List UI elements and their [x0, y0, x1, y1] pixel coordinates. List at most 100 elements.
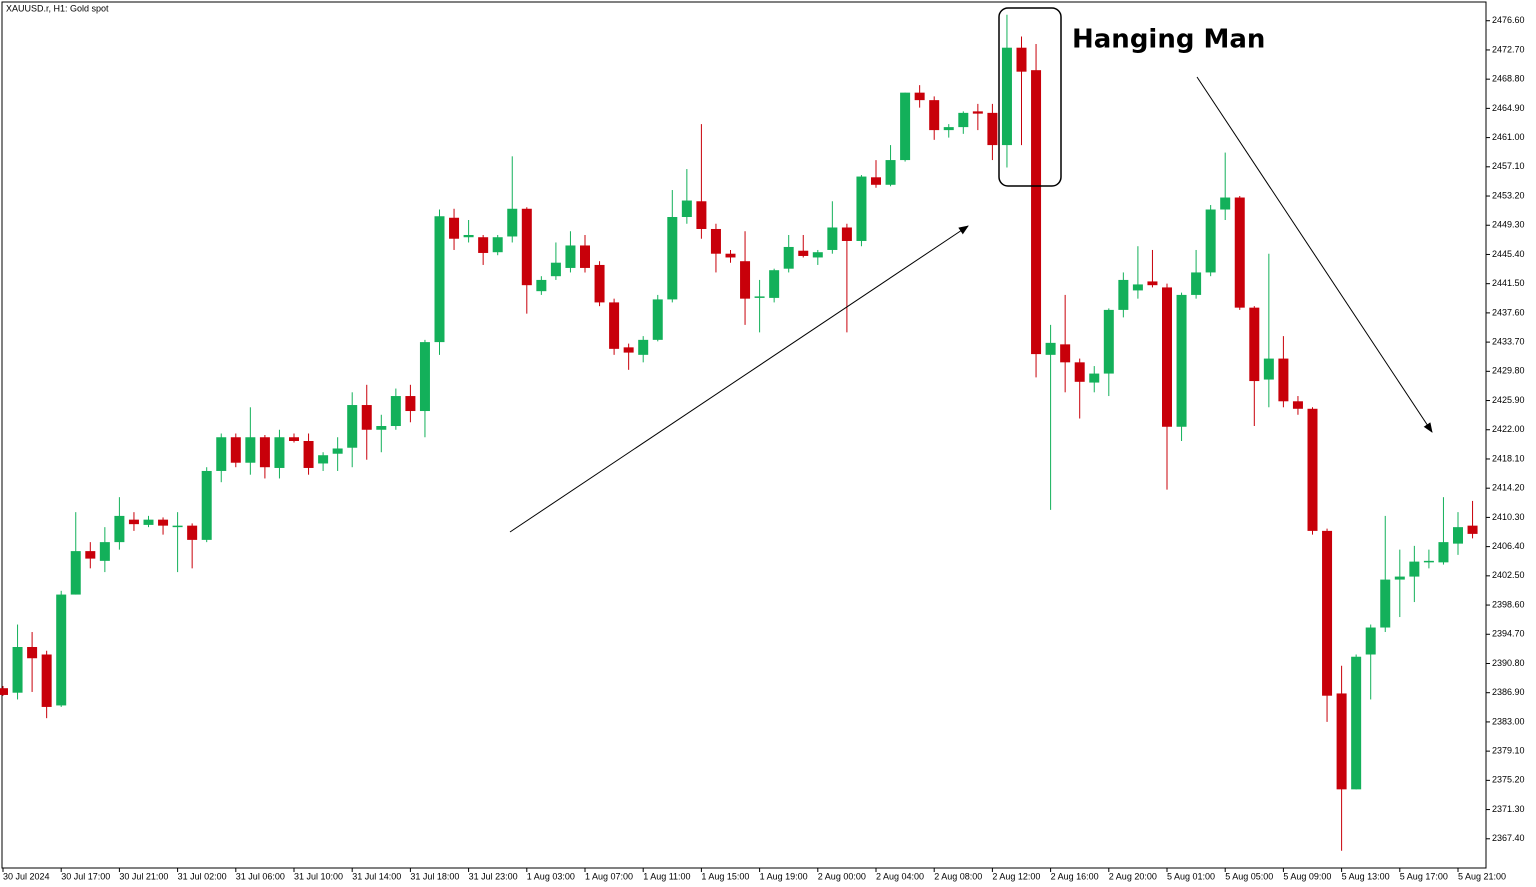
candle-body: [1205, 209, 1216, 273]
candle-body: [1074, 362, 1085, 382]
x-tick-label: 5 Aug 21:00: [1458, 871, 1506, 881]
chart-title: XAUUSD.r, H1: Gold spot: [6, 3, 109, 13]
candle-body: [1016, 47, 1027, 72]
candle-body: [521, 208, 532, 286]
candle-body: [1118, 279, 1129, 310]
x-tick-label: 1 Aug 15:00: [701, 871, 749, 881]
candle-body: [1249, 307, 1260, 382]
x-tick-label: 31 Jul 14:00: [352, 871, 401, 881]
y-tick-label: 2418.10: [1492, 453, 1525, 463]
y-tick-label: 2433.70: [1492, 336, 1525, 346]
candle-body: [1089, 373, 1100, 383]
candle-body: [449, 217, 460, 239]
x-tick-label: 5 Aug 13:00: [1342, 871, 1390, 881]
y-tick-label: 2422.00: [1492, 424, 1525, 434]
candle-body: [1132, 284, 1143, 291]
candle-body: [1278, 358, 1289, 402]
candle-body: [1423, 560, 1434, 563]
candle-body: [1409, 561, 1420, 577]
candle-body: [740, 261, 751, 299]
y-tick-label: 2472.70: [1492, 44, 1525, 54]
candle-body: [1234, 197, 1245, 308]
y-tick-label: 2398.60: [1492, 599, 1525, 609]
candle-body: [754, 296, 765, 298]
candle-body: [274, 437, 285, 468]
candle-body: [230, 437, 241, 463]
candle-body: [710, 228, 721, 254]
x-tick-label: 1 Aug 19:00: [760, 871, 808, 881]
candle-body: [681, 200, 692, 218]
candle-body: [492, 237, 503, 253]
x-tick-label: 5 Aug 01:00: [1167, 871, 1215, 881]
x-tick-label: 2 Aug 20:00: [1109, 871, 1157, 881]
y-tick-label: 2406.40: [1492, 541, 1525, 551]
candle-body: [172, 525, 183, 528]
y-tick-label: 2410.30: [1492, 512, 1525, 522]
x-tick-label: 5 Aug 17:00: [1400, 871, 1448, 881]
candle-body: [259, 437, 270, 468]
candle-body: [652, 299, 663, 340]
y-tick-label: 2461.00: [1492, 132, 1525, 142]
y-tick-label: 2445.40: [1492, 249, 1525, 259]
y-tick-label: 2429.80: [1492, 366, 1525, 376]
x-tick-label: 5 Aug 05:00: [1225, 871, 1273, 881]
candle-body: [1380, 579, 1391, 628]
x-tick-label: 2 Aug 12:00: [992, 871, 1040, 881]
candle-body: [1103, 309, 1114, 374]
candle-body: [187, 525, 198, 540]
candle-body: [1191, 272, 1202, 295]
candle-body: [798, 250, 809, 256]
candle-body: [1176, 294, 1187, 427]
y-tick-label: 2453.20: [1492, 190, 1525, 200]
candle-body: [958, 112, 969, 128]
candle-body: [507, 208, 518, 237]
candle-body: [885, 160, 896, 185]
candle-body: [623, 347, 634, 353]
uptrend-arrow: [509, 225, 969, 533]
candle-body: [114, 515, 125, 543]
candle-body: [434, 216, 445, 343]
candle-body: [856, 176, 867, 241]
candle-body: [12, 647, 23, 693]
candle-body: [580, 245, 590, 268]
candle-body: [725, 253, 736, 258]
x-tick-label: 2 Aug 16:00: [1051, 871, 1099, 881]
y-tick-label: 2386.90: [1492, 687, 1525, 697]
x-tick-label: 30 Jul 21:00: [119, 871, 168, 881]
y-tick-label: 2441.50: [1492, 278, 1525, 288]
candle-body: [128, 519, 139, 525]
candle-body: [1365, 627, 1376, 655]
candle-body: [827, 227, 838, 250]
candle-body: [972, 111, 983, 114]
x-tick-label: 30 Jul 2024: [3, 871, 50, 881]
candle-body: [565, 245, 576, 268]
candle-body: [201, 470, 212, 540]
candle-body: [245, 437, 256, 463]
candle-body: [390, 396, 401, 427]
candle-body: [609, 302, 620, 349]
candle-body: [1060, 344, 1071, 363]
candle-body: [303, 440, 314, 468]
highlight-box: [998, 7, 1062, 187]
candle-body: [85, 551, 96, 559]
candle-body: [1322, 530, 1333, 696]
candle-body: [696, 201, 707, 229]
candle-body: [987, 112, 998, 146]
x-tick-label: 2 Aug 00:00: [818, 871, 866, 881]
y-tick-label: 2390.80: [1492, 658, 1525, 668]
candle-body: [419, 342, 430, 412]
y-tick-label: 2394.70: [1492, 629, 1525, 639]
annotation: Hanging Man: [1072, 25, 1265, 55]
candle-body: [143, 519, 154, 525]
x-tick-label: 31 Jul 23:00: [469, 871, 518, 881]
y-tick-label: 2379.10: [1492, 746, 1525, 756]
candle-body: [99, 542, 110, 561]
candle-body: [871, 177, 881, 185]
x-tick-label: 2 Aug 08:00: [934, 871, 982, 881]
y-tick-label: 2414.20: [1492, 483, 1525, 493]
candle-body: [1307, 408, 1318, 531]
y-tick-label: 2375.20: [1492, 775, 1525, 785]
candle-body: [361, 405, 372, 430]
